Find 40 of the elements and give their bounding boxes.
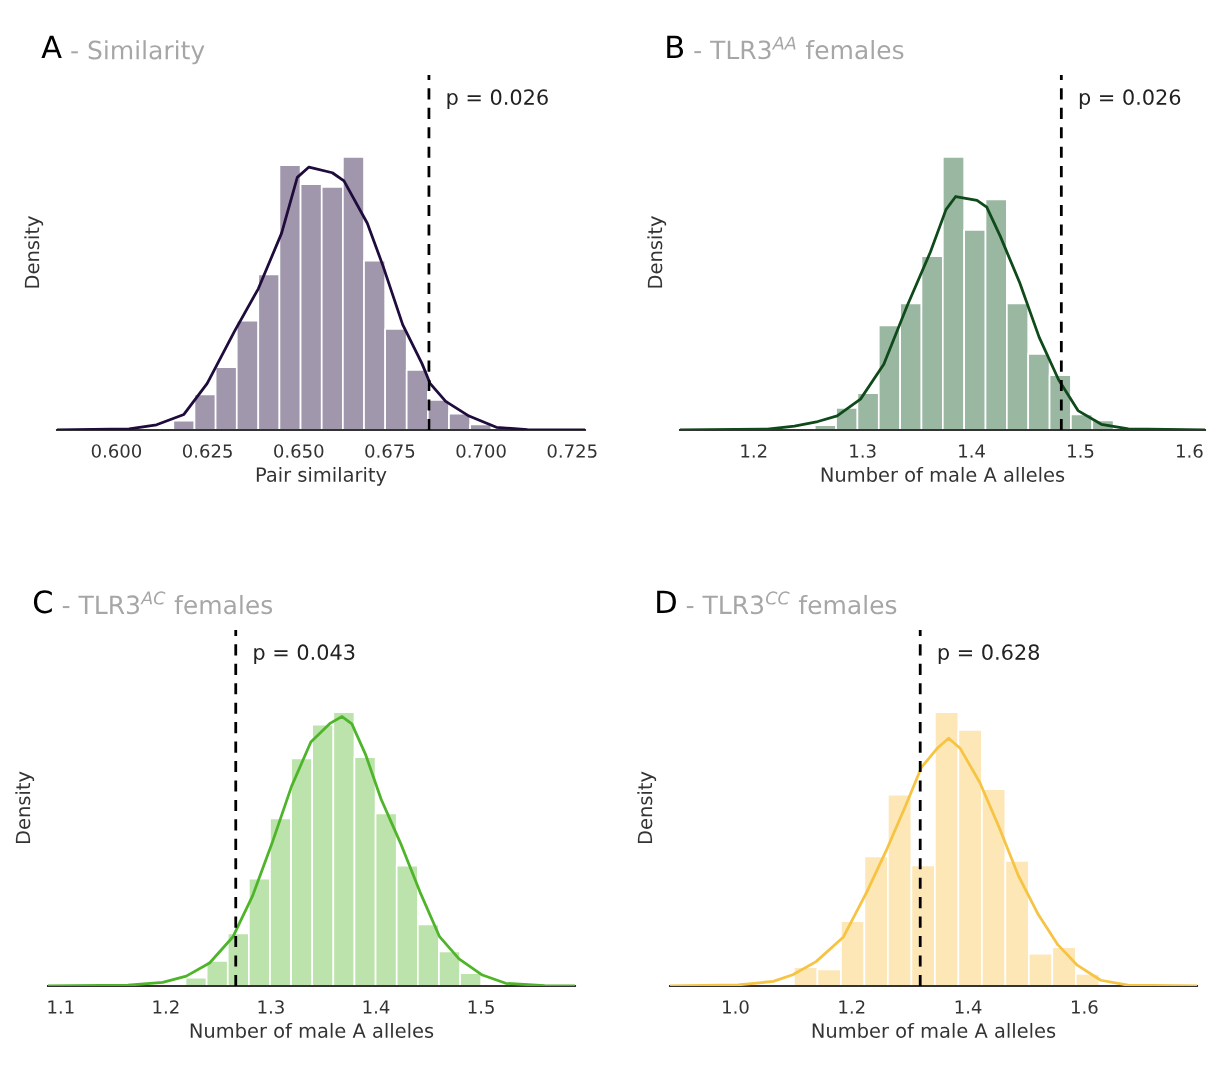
x-tick-label: 0.700 [456,444,506,458]
x-tick-label: 1.1 [48,1000,74,1014]
x-tick-label: 0.650 [274,444,324,458]
chart-subtitle: - TLR3$^{AA}$ females [694,36,904,60]
chart-subtitle: - TLR3$^{AC}$ females [62,591,273,615]
y-axis-title: Density [24,216,44,288]
x-tick-label: 1.5 [468,1000,494,1014]
y-axis-title: Density [15,771,35,844]
chart-title: B [667,35,684,58]
x-tick-label: 0.675 [365,444,415,458]
x-tick-label: 1.0 [723,1000,749,1014]
x-tick-label: 1.3 [258,1000,284,1014]
x-axis-title: Number of male A alleles [190,1022,434,1038]
x-tick-label: 1.4 [955,1000,982,1014]
chart-subtitle: - TLR3$^{CC}$ females [686,591,897,615]
chart-subtitle: - Similarity [71,40,205,65]
x-tick-label: 1.4 [959,444,985,458]
x-tick-label: 0.725 [547,444,597,458]
y-axis-title: Density [637,771,657,844]
text: p = 0.628 [938,644,1040,665]
y-axis-title: Density [647,216,667,288]
text: p = 0.043 [254,644,355,665]
x-tick-label: 1.6 [1071,1000,1098,1014]
x-tick-label: 1.2 [839,1000,865,1014]
text: p = 0.026 [447,89,548,110]
x-tick-label: 0.625 [182,444,232,458]
chart-title: C [33,590,52,614]
text: p = 0.026 [1079,89,1181,110]
x-tick-label: 0.600 [91,444,142,458]
chart-title: D [657,590,676,613]
x-tick-label: 1.2 [741,444,767,458]
x-tick-label: 1.5 [1068,444,1094,458]
chart-title: A [41,35,62,58]
x-axis-title: Number of male A alleles [821,466,1065,482]
x-tick-label: 1.3 [850,444,876,458]
x-tick-label: 1.6 [1177,444,1203,458]
x-axis-title: Number of male A alleles [812,1022,1056,1038]
x-axis-title: Pair similarity [256,466,387,486]
x-tick-label: 1.2 [153,1000,179,1014]
x-tick-label: 1.4 [363,1000,390,1014]
